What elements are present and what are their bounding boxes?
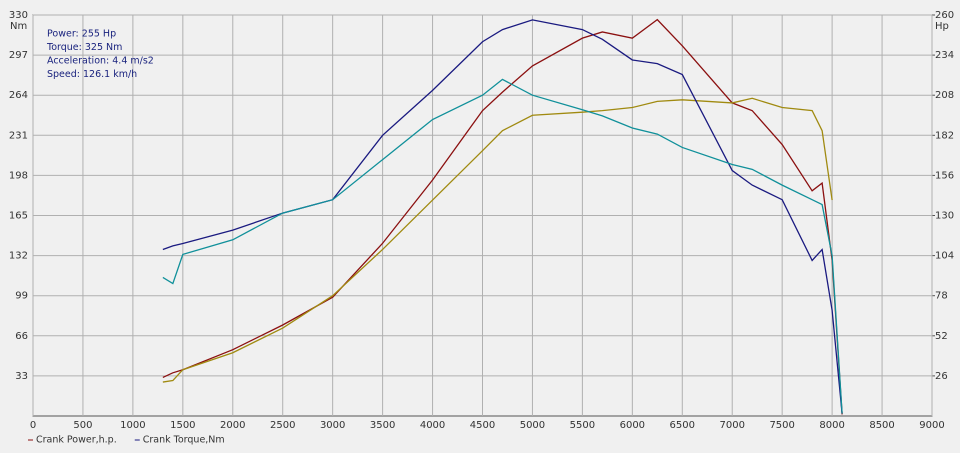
y-tick-label: 99 bbox=[15, 291, 28, 302]
x-tick-label: 7000 bbox=[719, 420, 744, 431]
x-tick-label: 1000 bbox=[120, 420, 145, 431]
x-tick-label: 9000 bbox=[919, 420, 944, 431]
annotation: Torque: 325 Nm bbox=[46, 42, 122, 53]
x-tick-label: 8000 bbox=[819, 420, 844, 431]
x-tick-label: 5500 bbox=[570, 420, 595, 431]
y2-tick-label: 52 bbox=[935, 331, 948, 342]
y-tick-label: 297 bbox=[9, 50, 28, 61]
x-tick-label: 7500 bbox=[769, 420, 794, 431]
y2-tick-label: 208 bbox=[935, 90, 954, 101]
y-tick-label: 66 bbox=[15, 331, 28, 342]
x-tick-label: 1500 bbox=[170, 420, 195, 431]
y-tick-label: 198 bbox=[9, 170, 28, 181]
series-line bbox=[162, 78, 843, 414]
y2-tick-label: 26 bbox=[935, 371, 948, 382]
annotation: Acceleration: 4.4 m/s2 bbox=[47, 56, 154, 67]
y2-tick-label: 234 bbox=[935, 50, 954, 61]
y-tick-label: 330 bbox=[9, 10, 28, 21]
y-tick-label: 264 bbox=[9, 90, 28, 101]
x-tick-label: 4000 bbox=[420, 420, 445, 431]
x-tick-label: 4500 bbox=[470, 420, 495, 431]
x-tick-label: 0 bbox=[30, 420, 36, 431]
x-tick-label: 8500 bbox=[869, 420, 894, 431]
legend-label: Crank Power,h.p. bbox=[36, 435, 117, 446]
x-tick-label: 2500 bbox=[270, 420, 295, 431]
series-line bbox=[162, 19, 843, 414]
x-tick-label: 6500 bbox=[670, 420, 695, 431]
x-tick-label: 6000 bbox=[620, 420, 645, 431]
legend-label: Crank Torque,Nm bbox=[143, 435, 225, 446]
y-tick-label: 165 bbox=[9, 211, 28, 222]
x-tick-label: 3000 bbox=[320, 420, 345, 431]
annotation: Speed: 126.1 km/h bbox=[47, 69, 137, 80]
x-tick-label: 2000 bbox=[220, 420, 245, 431]
x-tick-label: 5000 bbox=[520, 420, 545, 431]
y2-axis-label: Hp bbox=[935, 21, 949, 32]
y-tick-label: 33 bbox=[15, 371, 28, 382]
series-line bbox=[162, 18, 843, 415]
y2-tick-label: 156 bbox=[935, 170, 954, 181]
y-axis-label: Nm bbox=[10, 21, 27, 32]
y2-tick-label: 104 bbox=[935, 251, 954, 262]
y-tick-label: 231 bbox=[9, 130, 28, 141]
y2-tick-label: 130 bbox=[935, 211, 954, 222]
annotation: Power: 255 Hp bbox=[47, 29, 116, 40]
x-tick-label: 3500 bbox=[370, 420, 395, 431]
x-tick-label: 500 bbox=[73, 420, 92, 431]
y2-tick-label: 78 bbox=[935, 291, 948, 302]
series-line bbox=[162, 97, 833, 383]
y2-tick-label: 260 bbox=[935, 10, 954, 21]
y2-tick-label: 182 bbox=[935, 130, 954, 141]
y-tick-label: 132 bbox=[9, 251, 28, 262]
